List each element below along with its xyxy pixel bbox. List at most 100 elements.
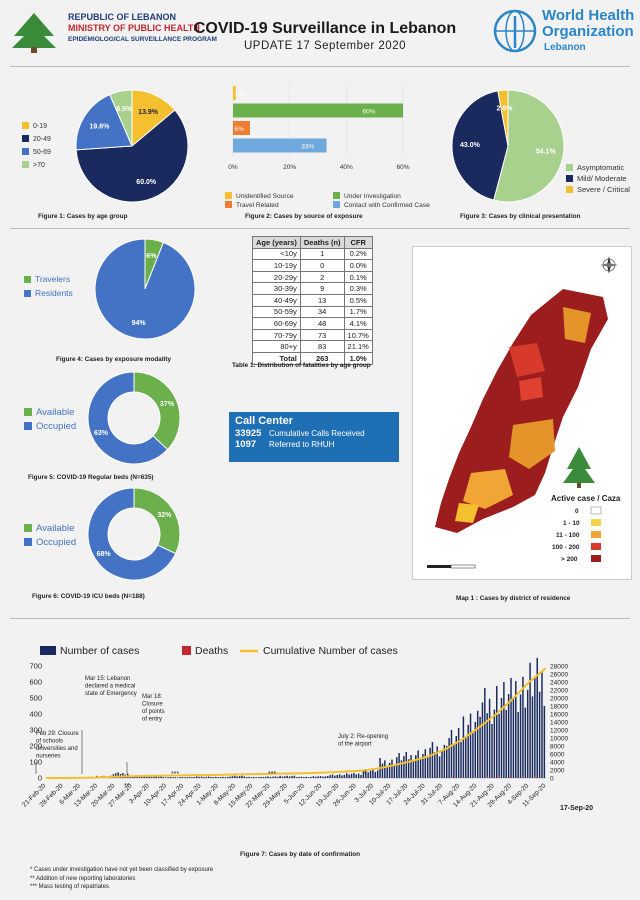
daily-case-bar xyxy=(307,777,310,778)
district-red-north xyxy=(509,343,545,377)
bar-label: 60% xyxy=(362,109,375,116)
daily-case-bar xyxy=(441,750,443,778)
legend-item: Contact with Confirmed Case xyxy=(333,201,430,210)
republic-text: REPUBLIC OF LEBANON xyxy=(68,12,176,22)
map-legend-swatch-2 xyxy=(591,531,601,538)
district-orange-south xyxy=(463,469,513,509)
daily-case-bar xyxy=(215,776,217,778)
y-left-tick: 500 xyxy=(29,694,42,703)
daily-case-bar xyxy=(500,698,503,778)
map-legend-swatch-4 xyxy=(591,555,601,562)
daily-case-bar xyxy=(141,776,143,778)
table-cell: 10.7% xyxy=(343,328,373,342)
legend-swatch-green xyxy=(333,192,340,199)
daily-case-bar xyxy=(246,776,248,778)
daily-case-bar xyxy=(422,754,424,778)
daily-case-bar xyxy=(329,775,331,778)
daily-case-bar xyxy=(188,776,191,778)
legend-swatch-yellow xyxy=(566,186,573,193)
daily-case-bar xyxy=(117,772,119,778)
y-right-tick: 18000 xyxy=(550,704,568,711)
daily-case-bar xyxy=(143,776,146,778)
fig4-caption: Figure 4: Cases by exposure modality xyxy=(56,356,172,363)
daily-case-bar xyxy=(503,682,505,778)
daily-case-bar xyxy=(146,776,148,778)
daily-death-bar xyxy=(534,776,536,778)
icu-beds-legend: Available Occupied xyxy=(24,522,76,550)
daily-death-bar xyxy=(498,776,500,778)
legend-item: Under Investigation xyxy=(333,192,401,201)
legend-swatch-navy xyxy=(22,135,29,142)
daily-case-bar xyxy=(529,662,531,778)
daily-case-bar xyxy=(386,766,388,778)
table-row: 80+y 83 21.1% xyxy=(252,340,373,353)
daily-case-bar xyxy=(465,736,467,778)
daily-case-bar xyxy=(405,752,407,778)
daily-case-bar xyxy=(541,672,543,778)
bar xyxy=(233,103,403,118)
table-row: 20-29y 2 0.1% xyxy=(252,270,373,284)
map-legend-label: 11 - 100 xyxy=(556,532,580,539)
legend-swatch-orange xyxy=(225,201,232,208)
table-cell: 60-69y xyxy=(252,317,301,330)
daily-case-bar xyxy=(446,746,448,778)
daily-case-bar xyxy=(519,694,522,778)
district-orange-bekaa xyxy=(509,419,555,469)
daily-case-bar xyxy=(353,773,355,778)
daily-case-bar xyxy=(222,776,224,778)
daily-case-bar xyxy=(253,776,255,778)
daily-case-bar xyxy=(198,776,200,778)
who-line2: Organization xyxy=(542,23,634,40)
daily-case-bar xyxy=(172,777,174,778)
legend-label: Occupied xyxy=(36,537,77,548)
y-left-tick: 200 xyxy=(29,742,42,751)
daily-case-bar xyxy=(374,771,377,778)
daily-case-bar xyxy=(453,744,455,778)
marker-triple-star: *** xyxy=(171,771,179,778)
daily-case-bar xyxy=(150,776,153,778)
daily-case-bar xyxy=(241,775,243,778)
annotation-feb29: Feb 29: Closure of schools universities an… xyxy=(36,731,79,760)
daily-case-bar xyxy=(507,694,510,778)
y-right-tick: 16000 xyxy=(550,712,568,719)
y-left-tick: 400 xyxy=(29,710,42,719)
daily-case-bar xyxy=(155,776,157,778)
footnote: * Cases under investigation have not yet… xyxy=(30,867,214,873)
daily-death-bar xyxy=(450,777,453,778)
end-date-label: 17-Sep-20 xyxy=(560,805,593,812)
pie-slice-label: 68% xyxy=(97,551,112,558)
daily-case-bar xyxy=(231,776,234,778)
daily-case-bar xyxy=(298,776,300,778)
daily-case-bar xyxy=(324,776,327,778)
daily-case-bar xyxy=(338,774,341,778)
section-divider xyxy=(10,228,630,229)
daily-case-bar xyxy=(455,736,457,778)
daily-case-bar xyxy=(450,730,453,778)
program-text: EPIDEMIOLOGICAL SURVEILLANCE PROGRAM xyxy=(68,36,217,43)
table-cell: 40-49y xyxy=(252,293,301,307)
y-right-tick: 2000 xyxy=(550,768,565,775)
pie-slice-label: 60.0% xyxy=(136,179,157,186)
daily-case-bar xyxy=(431,742,434,778)
call-center-title: Call Center xyxy=(235,415,294,427)
daily-case-bar xyxy=(293,775,296,778)
footnotes: * Cases under investigation have not yet… xyxy=(30,866,213,892)
district-yellow-south xyxy=(455,503,479,523)
daily-case-bar xyxy=(426,757,429,778)
pie-slice xyxy=(133,371,181,451)
daily-case-bar xyxy=(384,760,386,778)
fig2-caption: Figure 2: Cases by source of exposure xyxy=(245,213,363,220)
daily-case-bar xyxy=(203,777,205,778)
page-title: COVID-19 Surveillance in Lebanon xyxy=(193,20,457,37)
daily-case-bar xyxy=(417,750,419,778)
daily-case-bar xyxy=(396,757,398,778)
daily-case-bar xyxy=(234,775,236,778)
daily-case-bar xyxy=(381,763,384,778)
table-row: 60-69y 48 4.1% xyxy=(252,317,373,330)
daily-case-bar xyxy=(160,776,162,778)
daily-case-bar xyxy=(291,776,293,778)
calls-received-value: 33925 xyxy=(235,428,262,439)
daily-case-bar xyxy=(210,776,212,778)
daily-case-bar xyxy=(360,775,362,778)
pie-slice-label: 6% xyxy=(146,253,157,260)
